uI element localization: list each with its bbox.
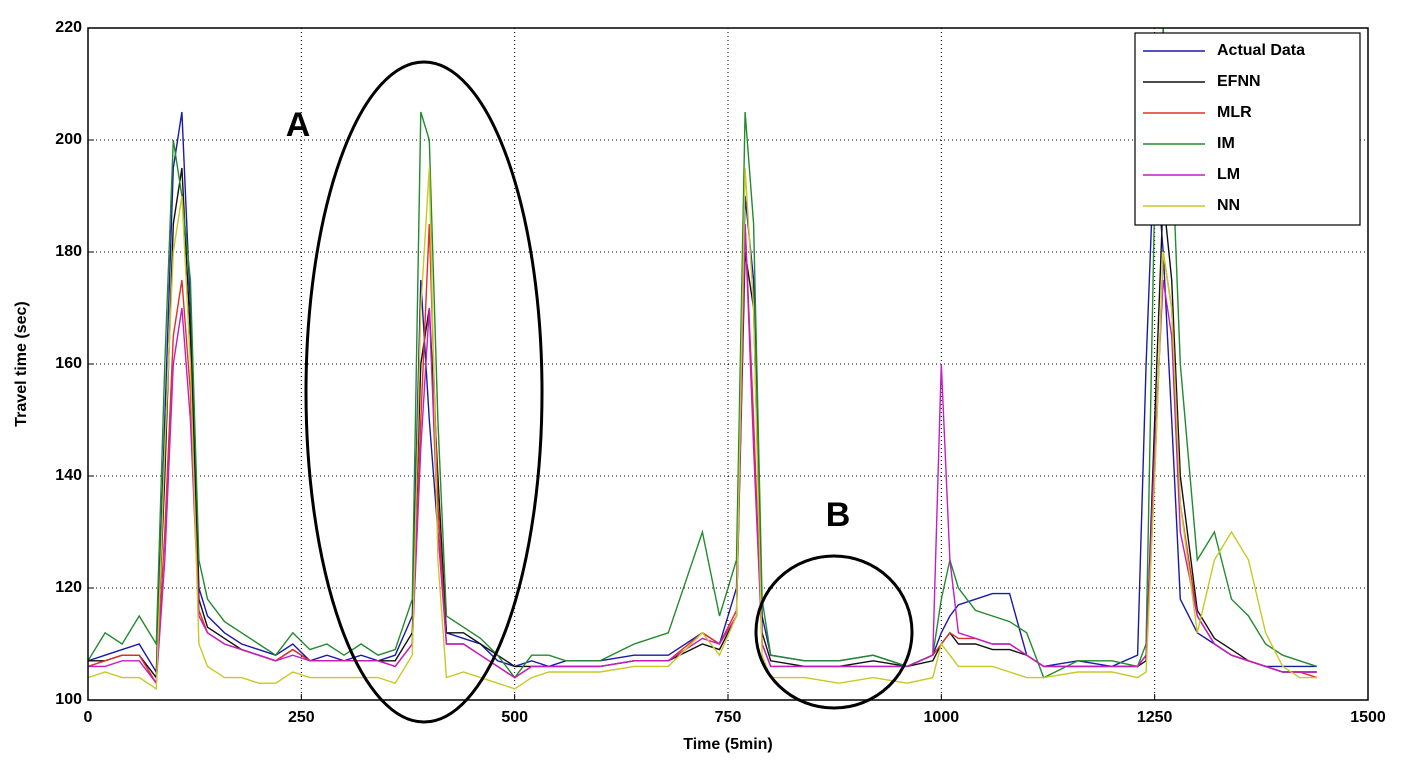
highlight-ellipse bbox=[754, 554, 914, 710]
x-tick-label: 500 bbox=[501, 709, 528, 726]
legend-label: LM bbox=[1217, 166, 1240, 183]
x-tick-label: 1250 bbox=[1137, 709, 1173, 726]
series-line bbox=[88, 167, 1317, 691]
x-tick-label: 1500 bbox=[1350, 709, 1386, 726]
x-tick-label: 750 bbox=[715, 709, 742, 726]
x-tick-label: 250 bbox=[288, 709, 315, 726]
y-tick-label: 180 bbox=[55, 243, 82, 260]
legend: Actual Data EFNN MLR IM LM NN bbox=[1134, 32, 1361, 226]
plot-lines bbox=[88, 28, 1318, 691]
y-tick-label: 140 bbox=[55, 467, 82, 484]
legend-label: IM bbox=[1217, 135, 1235, 152]
series-line bbox=[88, 111, 1317, 675]
y-tick-label: 200 bbox=[55, 131, 82, 148]
annotation: B bbox=[826, 496, 851, 534]
y-tick-label: 120 bbox=[55, 579, 82, 596]
legend-label: EFNN bbox=[1217, 73, 1261, 90]
legend-label: NN bbox=[1217, 197, 1240, 214]
series-line bbox=[88, 223, 1317, 686]
x-tick-label: 1000 bbox=[924, 709, 960, 726]
x-axis-label: Time (5min) bbox=[683, 736, 773, 753]
highlight-ellipse bbox=[304, 60, 544, 724]
annotation: A bbox=[286, 106, 311, 144]
legend-box bbox=[1134, 32, 1361, 226]
legend-label: MLR bbox=[1217, 104, 1252, 121]
legend-label: Actual Data bbox=[1217, 42, 1305, 59]
y-tick-label: 100 bbox=[55, 691, 82, 708]
y-tick-label: 220 bbox=[55, 19, 82, 36]
y-axis-label: Travel time (sec) bbox=[13, 301, 30, 426]
x-tick-label: 0 bbox=[84, 709, 93, 726]
y-tick-label: 160 bbox=[55, 355, 82, 372]
